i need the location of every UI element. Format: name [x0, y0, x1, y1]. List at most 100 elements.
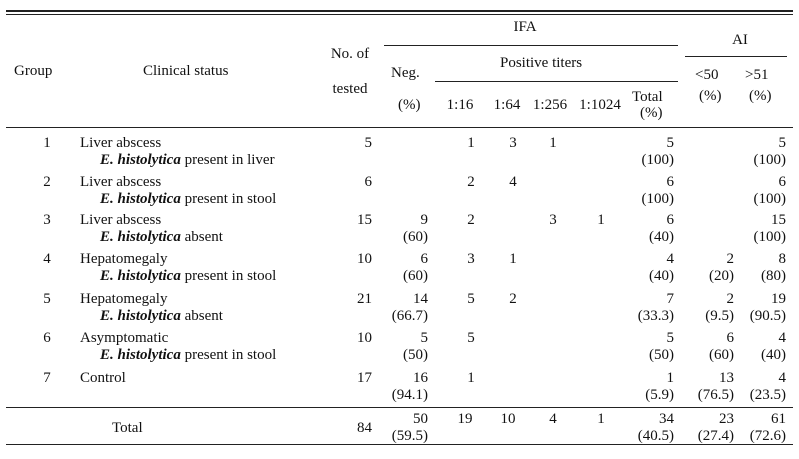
cell-neg-pct: (94.1): [391, 387, 428, 403]
cell-total-pct: (40): [649, 229, 674, 245]
cell-ai-gt: 6: [778, 174, 787, 190]
cell-neg: 14: [413, 291, 428, 307]
cell-total: 5: [666, 135, 675, 151]
cell-neg-pct: (60): [403, 229, 428, 245]
total-ai-lt-pct: (27.4): [697, 428, 734, 444]
total-tested: 84: [357, 420, 372, 436]
header-titer-1-16: 1:16: [446, 97, 474, 113]
cell-clinical-status: Asymptomatic: [80, 330, 169, 346]
cell-clinical-status: Control: [80, 370, 126, 386]
cell-ai-gt-pct: (100): [753, 229, 787, 245]
cell-ai-lt: 2: [726, 291, 735, 307]
cell-total: 7: [666, 291, 675, 307]
cell-organism-detail: E. histolytica present in stool: [100, 268, 276, 285]
header-group: Group: [14, 63, 53, 79]
cell-t16: 1: [467, 370, 475, 386]
header-ai-gt: >51: [745, 67, 769, 83]
cell-total-pct: (33.3): [637, 308, 674, 324]
organism-location: present in stool: [180, 347, 277, 363]
cell-neg: 5: [420, 330, 429, 346]
header-titer-1-256: 1:256: [532, 97, 568, 113]
cell-group: 3: [43, 212, 51, 228]
organism-location: absent: [180, 308, 223, 324]
cell-tested: 5: [364, 135, 373, 151]
cell-ai-gt: 4: [778, 370, 787, 386]
top-rule: [6, 10, 793, 12]
total-total-pct: (40.5): [637, 428, 674, 444]
cell-tested: 10: [357, 330, 372, 346]
cell-total-pct: (50): [649, 347, 674, 363]
total-ai-gt-pct: (72.6): [749, 428, 786, 444]
header-neg-pct: (%): [398, 97, 421, 113]
header-ifa: IFA: [513, 19, 537, 35]
total-t16: 19: [457, 411, 473, 427]
cell-group: 1: [43, 135, 51, 151]
cell-neg: 16: [413, 370, 428, 386]
cell-total-pct: (5.9): [645, 387, 674, 403]
organism-name: E. histolytica: [100, 152, 181, 168]
cell-total-pct: (100): [641, 152, 675, 168]
cell-t256: 1: [549, 135, 557, 151]
cell-tested: 10: [357, 251, 372, 267]
total-ai-lt: 23: [719, 411, 734, 427]
cell-ai-lt-pct: (20): [709, 268, 734, 284]
cell-group: 6: [43, 330, 51, 346]
organism-location: present in stool: [180, 268, 277, 284]
header-total-pct: (%): [640, 105, 663, 121]
cell-group: 7: [43, 370, 51, 386]
cell-t64: 4: [509, 174, 517, 190]
cell-tested: 6: [364, 174, 373, 190]
top-rule-inner: [6, 14, 793, 15]
cell-ai-lt-pct: (60): [709, 347, 734, 363]
cell-tested: 15: [357, 212, 372, 228]
cell-organism-detail: E. histolytica present in stool: [100, 347, 276, 364]
header-ai-lt-pct: (%): [699, 88, 722, 104]
cell-neg-pct: (60): [403, 268, 428, 284]
total-ai-gt: 61: [771, 411, 786, 427]
organism-name: E. histolytica: [100, 347, 181, 363]
cell-ai-gt-pct: (80): [761, 268, 786, 284]
cell-ai-gt-pct: (100): [753, 152, 787, 168]
cell-neg-pct: (50): [403, 347, 428, 363]
cell-ai-gt: 15: [771, 212, 786, 228]
organism-name: E. histolytica: [100, 229, 181, 245]
ai-rule: [685, 56, 787, 57]
cell-ai-gt-pct: (40): [761, 347, 786, 363]
cell-neg: 9: [420, 212, 429, 228]
total-t256: 4: [549, 411, 557, 427]
organism-name: E. histolytica: [100, 308, 181, 324]
cell-total: 5: [666, 330, 675, 346]
header-titer-1-64: 1:64: [493, 97, 521, 113]
bottom-rule: [6, 444, 793, 445]
cell-organism-detail: E. histolytica absent: [100, 229, 223, 246]
cell-ai-lt-pct: (76.5): [697, 387, 734, 403]
cell-ai-lt: 2: [726, 251, 735, 267]
header-no-tested-1: No. of: [330, 46, 370, 62]
header-bottom-rule: [6, 127, 793, 128]
cell-clinical-status: Liver abscess: [80, 135, 162, 151]
organism-location: present in stool: [180, 191, 277, 207]
cell-t64: 1: [509, 251, 517, 267]
header-ai: AI: [732, 32, 748, 48]
ifa-rule: [384, 45, 678, 46]
cell-group: 4: [43, 251, 51, 267]
cell-tested: 17: [357, 370, 372, 386]
cell-ai-lt: 13: [719, 370, 734, 386]
cell-ai-lt: 6: [726, 330, 735, 346]
total-label: Total: [112, 420, 143, 436]
cell-ai-gt-pct: (100): [753, 191, 787, 207]
cell-ai-gt: 19: [771, 291, 786, 307]
organism-location: present in liver: [180, 152, 275, 168]
cell-organism-detail: E. histolytica absent: [100, 308, 223, 325]
total-top-rule: [6, 407, 793, 408]
cell-t64: 3: [509, 135, 517, 151]
cell-neg-pct: (66.7): [391, 308, 428, 324]
organism-name: E. histolytica: [100, 191, 181, 207]
cell-t1024: 1: [597, 212, 605, 228]
cell-total: 6: [666, 212, 675, 228]
cell-total: 4: [666, 251, 675, 267]
total-t64: 10: [500, 411, 516, 427]
cell-t16: 2: [467, 174, 475, 190]
header-total: Total: [632, 89, 663, 105]
